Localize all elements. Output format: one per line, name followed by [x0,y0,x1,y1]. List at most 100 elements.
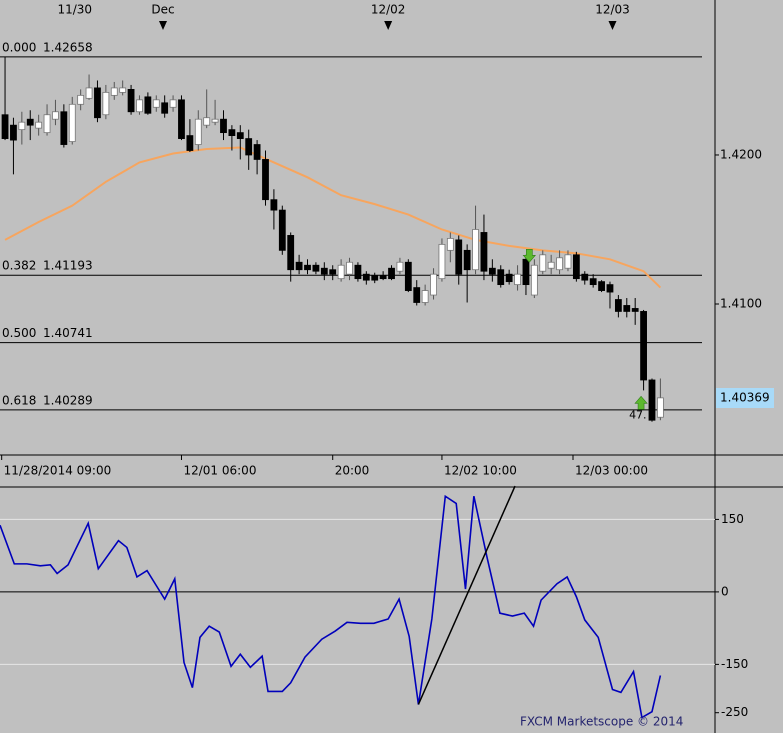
candle-body [60,111,68,145]
candle-body [43,114,51,134]
candle-body [404,261,412,291]
footer: FXCM Marketscope © 2014 [520,715,683,729]
top-date-label: 12/02 [371,3,406,17]
x-tick-label: 20:00 [335,464,370,478]
candle-body [278,209,286,251]
candle-body [295,261,303,271]
fib-price: 1.41193 [43,259,93,273]
candle-body [614,299,622,312]
candle-body [220,118,227,134]
candle-body [169,99,177,108]
fib-price: 1.42658 [43,40,93,54]
candle-body [18,121,26,131]
candle-body [354,264,362,280]
y-tick-label: -250 [721,705,748,719]
candle-body [102,91,110,116]
candle-body [161,102,169,114]
candle-body [463,249,471,271]
candle-body [547,261,555,269]
y-tick-label: 0 [721,584,729,598]
candle-body [480,232,488,272]
signal-arrow [522,249,536,263]
candle-body [505,273,513,283]
candle-body [119,87,127,93]
y-tick-label: 1.4100 [720,296,762,310]
candle-body [262,159,269,201]
candle-body [253,144,261,160]
fib-ratio: 0.000 [2,40,36,54]
candle-body [245,138,253,156]
candle-body [10,124,17,141]
candle-body [564,254,572,269]
x-tick-label: 12/02 10:00 [444,464,517,478]
candle-body [497,269,505,286]
candle-body [488,267,496,275]
top-date-label: Dec [151,3,174,17]
candle-body [346,261,353,275]
fib-price: 1.40741 [43,326,93,340]
candle-body [455,239,463,275]
y-tick-label: 150 [721,512,744,526]
signal-label: 47. [629,408,647,421]
date-marker [158,21,167,30]
candle-body [127,89,135,113]
candle-body [304,264,311,271]
candle-body [589,278,597,286]
candle-body [623,305,631,312]
candle-body [572,254,580,280]
candle-body [152,99,160,108]
candle-body [144,96,152,114]
candle-body [194,118,202,145]
trendline [417,485,516,705]
fib-ratio: 0.382 [2,259,36,273]
candle-body [446,238,454,251]
candle-body [94,87,101,119]
candle-body [438,243,446,280]
candle-body [203,117,211,126]
candle-body [581,273,589,281]
candle-body [556,257,563,271]
candle-body [379,275,387,280]
candle-body [186,135,194,151]
candle-body [640,311,647,381]
candle-body [236,132,244,139]
x-tick-label: 11/28/2014 09:00 [4,464,112,478]
candle-body [430,273,437,296]
candle-body [656,397,664,418]
candle-body [606,284,614,293]
x-tick-label: 12/01 06:00 [183,464,256,478]
top-date-label: 11/30 [57,3,92,17]
moving-average [4,146,662,289]
candle-body [85,87,93,99]
x-tick-label: 12/03 00:00 [575,464,648,478]
candle-body [26,118,34,126]
oscillator-line [0,494,662,719]
candle-body [178,99,185,139]
candle-body [530,264,538,296]
last-price-box [716,388,774,409]
signal-arrow [634,395,648,410]
y-tick-label: 1.4200 [720,147,762,161]
candle-body [110,87,118,96]
top-date-label: 12/03 [595,3,630,17]
candle-body [648,379,656,421]
candle-body [598,281,605,291]
candle-body [270,199,278,211]
candle-body [35,121,43,129]
candle-body [136,99,143,113]
candle-body [77,94,85,105]
candle-body [337,264,345,280]
candle-body [320,267,328,275]
fib-ratio: 0.500 [2,326,36,340]
candle-body [287,235,295,271]
candle-body [68,103,76,142]
date-marker [608,21,617,30]
candle-body [396,261,404,272]
candle-body [329,269,337,275]
candle-body [539,254,547,272]
candle-body [472,229,479,271]
candle-body [362,273,370,281]
